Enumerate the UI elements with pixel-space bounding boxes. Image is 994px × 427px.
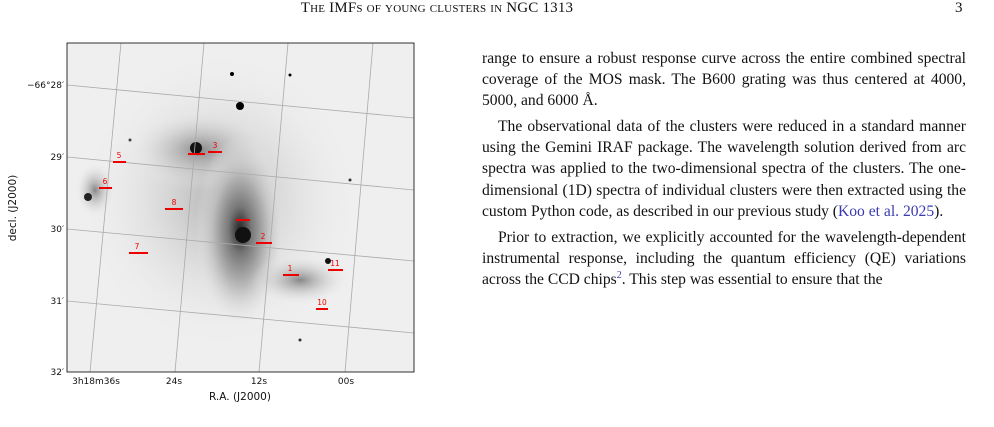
y-tick-label: 30′ <box>51 225 65 235</box>
cluster-label: 1 <box>288 264 293 273</box>
page-number: 3 <box>955 0 963 16</box>
citation[interactable]: Koo et al. 2025 <box>838 202 935 220</box>
y-tick-label: −66°28′ <box>27 81 64 91</box>
cluster-label: 2 <box>261 232 266 241</box>
cluster-label: 5 <box>117 151 122 160</box>
y-tick-label: 32′ <box>51 368 65 378</box>
cluster-label: 10 <box>317 298 327 307</box>
paragraph-text: ). <box>934 202 944 220</box>
paragraph: range to ensure a robust response curve … <box>482 48 966 111</box>
figure: −66°28′ 29′ 30′ 31′ 32′ 3h18m36s 24s 12s 00s 3 5 6 8… <box>7 42 415 403</box>
footnote-mark: 2 <box>616 269 622 281</box>
paragraph: The observational data of the clusters w… <box>482 116 966 221</box>
paragraph-text: . This step was essential to ensure that… <box>621 270 883 288</box>
paragraph-text: Prior to extraction, we explicitly accou… <box>482 228 966 288</box>
y-tick-label: 29′ <box>51 153 65 163</box>
cluster-label: 11 <box>330 259 340 268</box>
paragraph-text: range to ensure a robust response curve … <box>482 50 966 110</box>
x-tick-label: 24s <box>166 377 182 387</box>
x-tick-label: 3h18m36s <box>72 377 120 387</box>
x-tick-label: 00s <box>338 377 354 387</box>
paragraph: Prior to extraction, we explicitly accou… <box>482 227 966 290</box>
cluster-label: 8 <box>172 198 177 207</box>
cluster-markers <box>99 151 343 310</box>
x-tick-label: 12s <box>251 377 267 387</box>
cluster-label: 7 <box>135 242 140 251</box>
paragraph-text: The observational data of the clusters w… <box>482 118 966 220</box>
y-tick-label: 31′ <box>51 297 65 307</box>
running-title: The IMFs of young clusters in NGC 1313 <box>300 0 574 16</box>
body-text: range to ensure a robust response curve … <box>482 48 966 295</box>
cluster-label: 6 <box>103 177 108 186</box>
cluster-label: 3 <box>213 141 218 150</box>
x-axis-label: R.A. (J2000) <box>209 391 271 403</box>
sky-image <box>67 43 414 372</box>
y-axis-label: decl. (J2000) <box>7 175 19 242</box>
